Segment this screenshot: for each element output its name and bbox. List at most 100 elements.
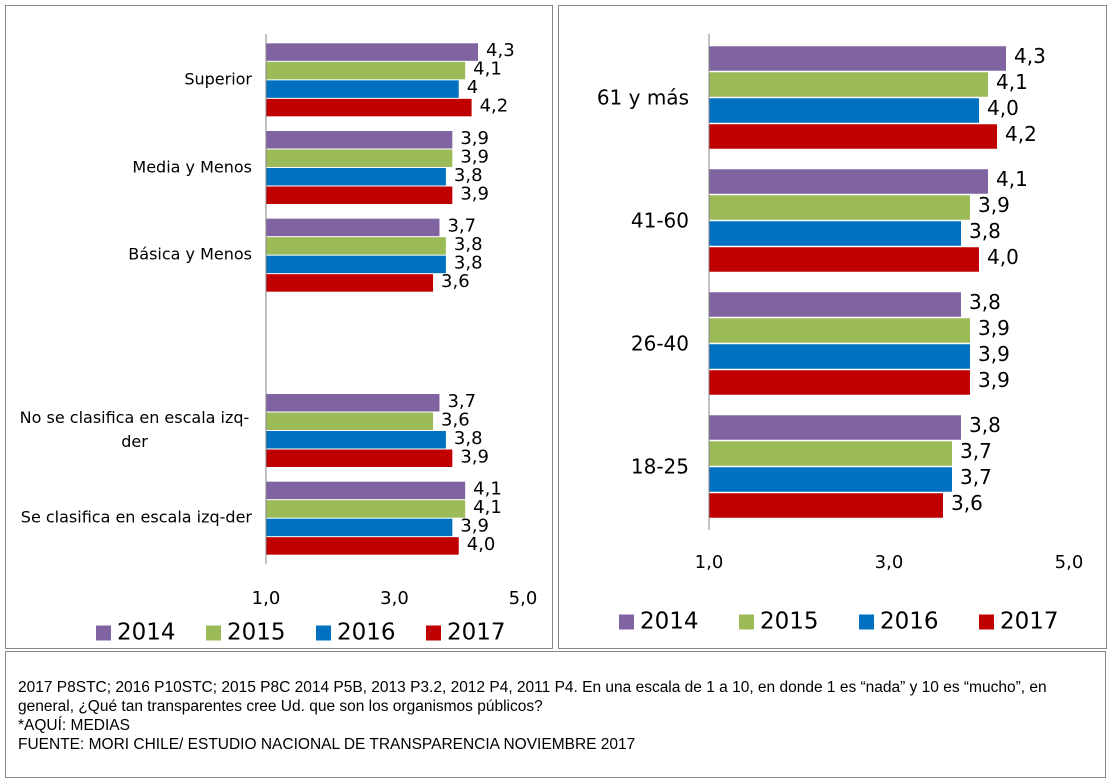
value-label: 4,3 xyxy=(486,40,515,61)
left-panel: 4,3 4,1 4 4,2 3,9 3,9 3,8 3,9 3,7 3,8 3,8 3,6 3,7 3,6… xyxy=(5,5,553,649)
bar xyxy=(266,168,446,186)
bar xyxy=(709,493,943,518)
value-label: 4,0 xyxy=(987,96,1019,120)
bar xyxy=(266,412,434,430)
y-tick-label: 26-40 xyxy=(630,331,689,355)
value-label: 3,8 xyxy=(969,219,1001,243)
bar xyxy=(266,274,434,292)
value-label: 3,9 xyxy=(978,368,1010,392)
legend-swatch xyxy=(739,614,754,630)
legend-label: 2014 xyxy=(640,609,699,635)
y-tick-label: 41-60 xyxy=(630,208,689,232)
legend-label: 2014 xyxy=(117,620,176,646)
value-label: 3,9 xyxy=(978,316,1010,340)
legend-label: 2016 xyxy=(880,609,939,635)
value-label: 4,1 xyxy=(996,70,1028,94)
value-label: 3,9 xyxy=(460,146,489,167)
bar xyxy=(266,98,472,117)
value-label: 3,8 xyxy=(454,428,483,449)
value-label: 3,8 xyxy=(969,290,1001,314)
legend-swatch xyxy=(316,625,331,641)
x-tick-label: 1,0 xyxy=(252,588,281,609)
bar xyxy=(266,481,466,500)
y-tick-label: No se clasifica en escala izq-der xyxy=(19,407,250,452)
bar xyxy=(709,169,988,194)
legend-swatch xyxy=(206,625,221,641)
bar xyxy=(266,431,446,449)
chart: 4,34,144,23,93,93,83,93,73,83,83,63,73,6… xyxy=(96,34,538,646)
y-tick-label: Se clasifica en escala izq-der xyxy=(20,507,252,527)
y-tick-label: 18-25 xyxy=(630,454,689,478)
bar xyxy=(709,467,952,492)
value-label: 3,6 xyxy=(441,409,470,430)
bar xyxy=(709,124,997,149)
value-label: 3,7 xyxy=(447,215,476,236)
bar xyxy=(266,255,446,274)
legend-swatch xyxy=(859,614,874,630)
y-tick-label: Media y Menos xyxy=(132,157,252,177)
bar xyxy=(709,46,1006,71)
bar xyxy=(709,344,970,369)
value-label: 3,8 xyxy=(454,234,483,255)
footnote-line: FUENTE: MORI CHILE/ ESTUDIO NACIONAL DE … xyxy=(18,736,636,753)
value-label: 3,7 xyxy=(447,391,476,412)
value-label: 4,3 xyxy=(1014,44,1046,68)
value-label: 3,6 xyxy=(951,491,983,515)
value-label: 3,7 xyxy=(960,465,992,489)
bar xyxy=(266,131,453,149)
value-label: 3,7 xyxy=(960,439,992,463)
legend-label: 2015 xyxy=(760,609,819,635)
bar xyxy=(266,537,459,555)
value-label: 3,9 xyxy=(978,342,1010,366)
bar xyxy=(266,237,446,255)
value-label: 4,1 xyxy=(473,497,502,518)
legend-swatch xyxy=(96,625,111,641)
y-tick-label: Superior xyxy=(184,69,252,89)
chart: 4,34,14,04,24,13,93,84,03,83,93,93,93,83… xyxy=(619,34,1083,635)
value-label: 4,0 xyxy=(467,534,496,555)
footnote: 2017 P8STC; 2016 P10STC; 2015 P8C 2014 P… xyxy=(5,651,1106,778)
bar xyxy=(709,221,961,246)
bar xyxy=(709,370,970,395)
x-tick-label: 5,0 xyxy=(509,588,538,609)
bar xyxy=(266,500,466,518)
value-label: 4,1 xyxy=(996,167,1028,191)
x-tick-label: 3,0 xyxy=(875,552,904,573)
y-tick-label: Básica y Menos xyxy=(128,244,252,264)
value-label: 3,9 xyxy=(978,193,1010,217)
bar xyxy=(266,80,459,98)
value-label: 3,9 xyxy=(460,446,489,467)
bar xyxy=(709,195,970,220)
footnote-line: 2017 P8STC; 2016 P10STC; 2015 P8C 2014 P… xyxy=(18,679,1047,715)
right-panel: 4,3 4,1 4,0 4,2 4,1 3,9 3,8 4,0 3,8 3,9 3,9 3,9 3,8 3… xyxy=(558,5,1107,649)
bar xyxy=(709,72,988,97)
legend-label: 2016 xyxy=(337,620,396,646)
bar xyxy=(709,318,970,343)
value-label: 3,8 xyxy=(454,165,483,186)
legend-label: 2017 xyxy=(1000,609,1059,635)
bar xyxy=(709,247,979,272)
legend-label: 2017 xyxy=(447,620,506,646)
value-label: 3,9 xyxy=(460,183,489,204)
legend-label: 2015 xyxy=(227,620,286,646)
bar xyxy=(266,449,453,467)
value-label: 4,2 xyxy=(1005,122,1037,146)
value-label: 4 xyxy=(467,77,478,98)
bar xyxy=(266,61,466,80)
value-label: 3,8 xyxy=(454,252,483,273)
value-label: 3,9 xyxy=(460,515,489,536)
bar xyxy=(266,43,479,61)
bar xyxy=(266,518,453,537)
value-label: 4,0 xyxy=(987,245,1019,269)
bar xyxy=(266,218,440,237)
legend-swatch xyxy=(619,614,634,630)
legend-swatch xyxy=(979,614,994,630)
bar xyxy=(266,394,440,412)
bar xyxy=(709,415,961,440)
bar xyxy=(709,98,979,123)
bar xyxy=(266,149,453,167)
y-tick-label: 61 y más xyxy=(596,85,689,109)
x-tick-label: 3,0 xyxy=(380,588,409,609)
bar xyxy=(709,292,961,317)
